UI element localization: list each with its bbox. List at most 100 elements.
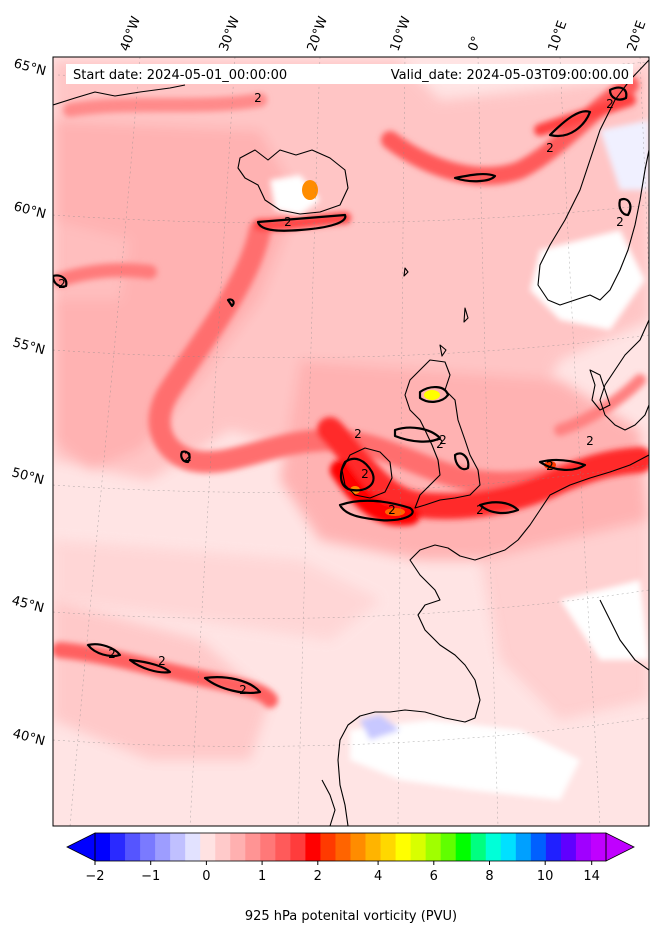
colorbar-segment <box>95 833 111 861</box>
lon-label: 30°W <box>217 14 243 53</box>
colorbar-segment <box>320 833 336 861</box>
start-date-text: Start date: 2024-05-01_00:00:00 <box>73 68 287 83</box>
colorbar-segment <box>455 833 472 861</box>
pv-hotspots <box>302 180 556 516</box>
colorbar-segment <box>230 833 246 861</box>
contour-label: 2 <box>184 450 192 464</box>
colorbar-segment <box>365 833 381 861</box>
lat-label: 65°N <box>12 56 48 79</box>
colorbar-segment <box>395 833 412 861</box>
contour-label: 2 <box>546 459 554 473</box>
contour-label: 2 <box>616 215 624 229</box>
colorbar-segment <box>560 833 577 861</box>
lon-label: 20°W <box>305 14 331 53</box>
valid-date-text: Valid_date: 2024-05-03T09:00:00.00 <box>391 68 629 83</box>
lat-label: 60°N <box>12 199 48 222</box>
colorbar-segment <box>335 833 351 861</box>
lon-label: 10°W <box>388 14 414 53</box>
header-strip <box>66 64 633 84</box>
contour-label: 2 <box>239 683 247 697</box>
colorbar-tick-label: 0 <box>202 869 210 884</box>
contour-label: 2 <box>586 434 594 448</box>
sweden-coast <box>599 319 649 431</box>
ireland-coast <box>341 447 393 499</box>
colorbar: −2 −1 0 1 2 4 6 8 10 14 925 hPa potenital vortici… <box>66 832 635 924</box>
colorbar-segment <box>485 833 502 861</box>
map-frame <box>52 56 650 827</box>
colorbar-ticks: −2 −1 0 1 2 4 6 8 10 14 <box>85 861 600 884</box>
europe-coast <box>337 454 649 826</box>
colorbar-tick-label: −1 <box>141 869 160 884</box>
contour-label: 2 <box>254 91 262 105</box>
lat-label: 50°N <box>10 465 46 488</box>
colorbar-segment <box>110 833 126 861</box>
colorbar-tick-label: 2 <box>314 869 322 884</box>
greenland-coast <box>53 84 186 106</box>
colorbar-segment <box>305 833 321 861</box>
colorbar-tick-label: 4 <box>374 869 382 884</box>
faroe-islands <box>403 267 409 277</box>
colorbar-segment <box>170 833 186 861</box>
pv-shading-field <box>53 60 649 760</box>
lat-label: 40°N <box>11 726 47 749</box>
colorbar-segment <box>590 833 607 861</box>
scandinavia-coast <box>537 59 649 306</box>
longitude-labels: 40°W 30°W 20°W 10°W 0° 10°E 20°E <box>118 14 650 53</box>
contour-label: 2 <box>108 647 116 661</box>
colorbar-segment <box>350 833 366 861</box>
map-panel: 2 2 2 2 2 2 2 2 2 2 2 2 2 2 2 2 2 2 Star… <box>53 57 649 826</box>
colorbar-segment <box>515 833 532 861</box>
lon-label: 0° <box>466 34 485 53</box>
contour-label: 2 <box>546 141 554 155</box>
colorbar-segment <box>215 833 231 861</box>
pv-2-contours <box>53 86 632 694</box>
colorbar-tick-label: −2 <box>85 869 104 884</box>
colorbar-segment <box>425 833 442 861</box>
colorbar-segment <box>410 833 427 861</box>
lon-label: 10°E <box>546 19 571 54</box>
colorbar-segment <box>155 833 171 861</box>
africa-coast <box>321 779 336 826</box>
colorbar-segment <box>500 833 517 861</box>
contour-label: 2 <box>158 654 166 668</box>
colorbar-segment <box>530 833 547 861</box>
colorbar-tick-label: 1 <box>258 869 266 884</box>
colorbar-segment <box>290 833 306 861</box>
colorbar-segment <box>470 833 487 861</box>
contour-label: 2 <box>439 433 447 447</box>
iceland-coast <box>237 149 349 215</box>
contour-label: 2 <box>284 215 292 229</box>
colorbar-segment <box>125 833 141 861</box>
contour-label: 2 <box>361 467 369 481</box>
shetland-islands <box>463 307 469 323</box>
colorbar-tick-label: 10 <box>537 869 554 884</box>
colorbar-tick-label: 8 <box>485 869 493 884</box>
contour-label: 2 <box>476 503 484 517</box>
contour-label: 2 <box>606 97 614 111</box>
colorbar-tick-label: 6 <box>430 869 438 884</box>
denmark-coast <box>589 369 611 411</box>
colorbar-over-extension <box>605 832 635 862</box>
colorbar-label: 925 hPa potenital vorticity (PVU) <box>245 909 457 924</box>
colorbar-segment <box>245 833 261 861</box>
colorbar-segment <box>275 833 291 861</box>
colorbar-segment <box>380 833 396 861</box>
lon-label: 40°W <box>118 14 144 53</box>
colorbar-segment <box>185 833 201 861</box>
contour-label: 2 <box>436 437 444 451</box>
contour-label: 2 <box>58 277 66 291</box>
contour-label: 2 <box>388 503 396 517</box>
colorbar-segment <box>200 833 216 861</box>
lat-label: 45°N <box>10 593 46 616</box>
lat-label: 55°N <box>11 335 47 358</box>
colorbar-tick-label: 14 <box>583 869 600 884</box>
colorbar-segment <box>545 833 562 861</box>
coastlines <box>53 59 649 826</box>
colorbar-segment <box>260 833 276 861</box>
italy-coast <box>599 599 649 671</box>
lon-label: 20°E <box>625 19 650 54</box>
latitude-labels: 65°N 60°N 55°N 50°N 45°N 40°N <box>10 56 48 749</box>
colorbar-under-extension <box>66 832 96 862</box>
colorbar-segment <box>575 833 592 861</box>
